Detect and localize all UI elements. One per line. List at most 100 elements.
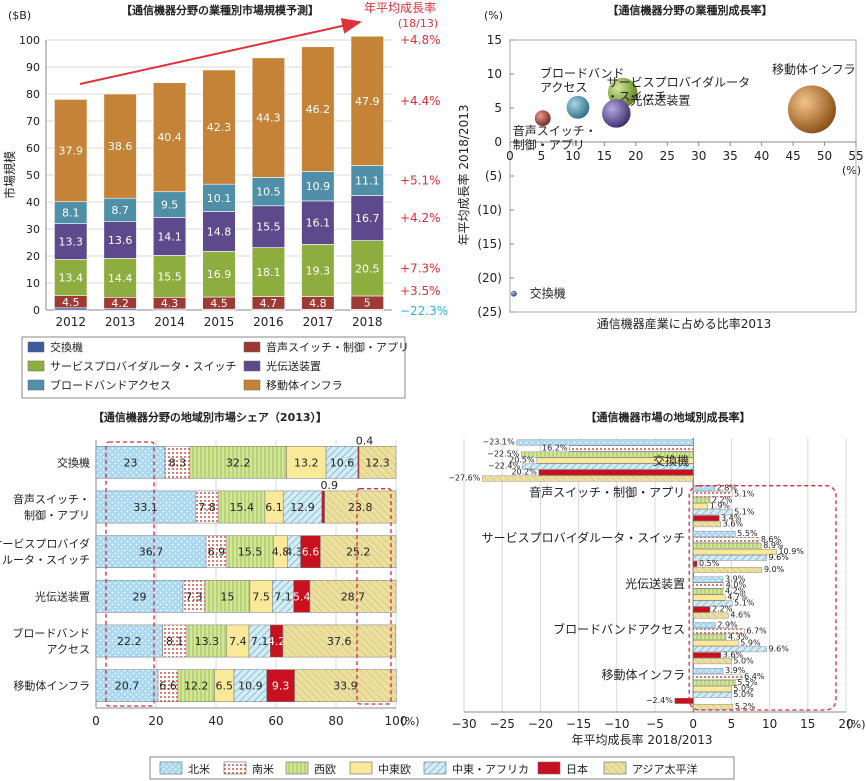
chart3-bar-na xyxy=(95,535,207,568)
chart4-bar-ce xyxy=(693,548,777,555)
chart4-xtick: 5 xyxy=(728,717,736,731)
chart4-bar-ap xyxy=(693,703,734,710)
chart1-title: 【通信機器分野の業種別市場規模予測】 xyxy=(121,3,319,17)
chart3-bar-we xyxy=(204,580,251,613)
legend-label-na: 北米 xyxy=(188,763,210,776)
chart1-bar-label: 37.9 xyxy=(58,145,83,158)
legend-swatch-broadband xyxy=(27,379,45,391)
chart1-bar-mobile xyxy=(251,57,286,178)
legend-label-optical: 光伝送装置 xyxy=(266,359,321,373)
chart4-bar-label: 1.9% xyxy=(710,501,731,510)
chart1-trend-arrow xyxy=(79,18,362,85)
chart1-ytick: 50 xyxy=(26,169,40,182)
chart1-bar-label: 38.6 xyxy=(108,140,133,153)
chart4-bar-label: 9.0% xyxy=(764,565,785,574)
chart3-bar-label: 7.5 xyxy=(252,590,270,603)
chart1-bar-label: 4.5 xyxy=(62,296,80,309)
legend-swatch-voice xyxy=(243,341,261,353)
chart4-bar-label: 20.5% xyxy=(509,456,535,465)
chart3-bar-label: 23 xyxy=(124,456,138,469)
chart3-bar-label: 7.3 xyxy=(185,590,203,603)
chart2-point-label: 交換機 xyxy=(530,286,566,301)
chart4-bar-label: 8.6% xyxy=(761,535,782,544)
chart4-title: 【通信機器市場の地域別成長率】 xyxy=(586,410,751,424)
chart2-ytick: 10 xyxy=(487,67,502,81)
chart3-bar-label: 4.2 xyxy=(268,635,286,648)
chart4-bar-label: 4.6% xyxy=(730,611,751,620)
chart1-bar-label: 4.8 xyxy=(309,297,327,310)
chart1-ytick: 100 xyxy=(19,34,40,47)
chart2-xtick: 5 xyxy=(538,149,546,163)
chart4-bar-label: 5.0% xyxy=(733,690,754,699)
chart2-bubble-voice xyxy=(534,110,551,127)
chart4-bar-label: −22.5% xyxy=(487,450,520,459)
chart1-bar-service xyxy=(251,247,286,297)
chart1-bar-mobile xyxy=(301,46,335,172)
chart4-bar-label: 6.7% xyxy=(746,626,767,635)
chart1-xtick: 2017 xyxy=(303,315,334,329)
legend-swatch-ap xyxy=(603,761,627,775)
chart2-ytick: 0 xyxy=(494,135,502,149)
chart2-bubble-mobile xyxy=(787,85,836,134)
chart1-xtick: 2018 xyxy=(352,315,383,329)
chart3-bar-we xyxy=(177,669,215,702)
chart1-bar-label: 40.4 xyxy=(157,131,182,144)
chart3-xtick: 80 xyxy=(328,714,343,728)
chart3-xtick: 0 xyxy=(92,714,100,728)
chart3-bar-we xyxy=(189,446,287,479)
chart3-xtick: 20 xyxy=(148,714,163,728)
chart3-bar-label: 7.1 xyxy=(274,590,292,603)
chart1-bar-label: 15.5 xyxy=(157,270,182,283)
chart4-bar-ap xyxy=(693,658,732,665)
chart2-xtick: 10 xyxy=(565,149,580,163)
chart3-bar-mea xyxy=(325,446,359,479)
chart4-bar-mea xyxy=(693,691,732,698)
chart4-bar-label: 3.9% xyxy=(725,575,746,584)
chart1-bar-label: 5 xyxy=(364,297,371,310)
chart4-bar-ce xyxy=(536,457,694,464)
chart4-bar-label: 4.3% xyxy=(728,632,749,641)
chart1-bar-label: 11.1 xyxy=(355,175,380,188)
chart4-bar-label: −23.1% xyxy=(483,438,516,447)
legend-label-exchange: 交換機 xyxy=(50,340,83,354)
chart3-bar-na xyxy=(95,580,184,613)
chart3-bar-we xyxy=(218,490,266,524)
chart4-bar-label: 5.1% xyxy=(734,507,755,516)
chart4-bar-sa xyxy=(693,628,745,635)
chart4-bar-na xyxy=(516,439,694,446)
chart1-bar-mobile xyxy=(54,99,88,203)
chart4-bar-we xyxy=(693,542,762,549)
chart4-bar-na xyxy=(693,576,724,583)
chart4-bar-label: 5.5% xyxy=(737,529,758,538)
chart1-bar-optical xyxy=(350,195,384,241)
chart3-bar-label: 28.7 xyxy=(341,590,366,603)
chart3-bar-label: 15.4 xyxy=(230,501,255,514)
chart1-bar-broadband xyxy=(251,177,286,207)
legend-label-mobile: 移動体インフラ xyxy=(266,378,343,392)
chart3-bar-label: 5.4 xyxy=(293,590,311,603)
chart4-bar-we xyxy=(693,679,736,686)
chart2-xtick: 20 xyxy=(628,149,643,163)
chart3-bar-label: 6.5 xyxy=(216,680,234,693)
chart3-xtick: 60 xyxy=(268,714,283,728)
chart1-bar-label: 47.9 xyxy=(355,95,380,108)
chart1-bar-label: 16.1 xyxy=(306,217,331,230)
chart4-bar-ce xyxy=(693,685,732,692)
legend-swatch-service xyxy=(27,360,45,372)
chart1-bar-mobile xyxy=(202,69,236,185)
chart3-bar-mea xyxy=(233,669,267,702)
chart3-bar-we xyxy=(186,624,228,658)
legend-swatch-mea xyxy=(423,761,447,775)
chart3-bar-ap xyxy=(358,446,397,479)
chart2-point-label: 光伝送装置 xyxy=(630,92,690,107)
chart4-bar-label: 3.4% xyxy=(721,513,742,522)
chart3-bar-label: 6.1 xyxy=(265,501,283,514)
chart1-bar-label: 13.6 xyxy=(108,234,133,247)
legend-swatch-ce xyxy=(349,761,373,775)
chart4-bar-label: 2.9% xyxy=(717,620,738,629)
chart4-category-label: 音声スイッチ・制御・アプリ xyxy=(529,485,685,500)
chart4-bar-mea xyxy=(693,509,733,516)
chart1-xtick: 2015 xyxy=(204,315,235,329)
chart4-bar-mea xyxy=(521,463,694,470)
chart3-bar-jp xyxy=(266,669,295,702)
